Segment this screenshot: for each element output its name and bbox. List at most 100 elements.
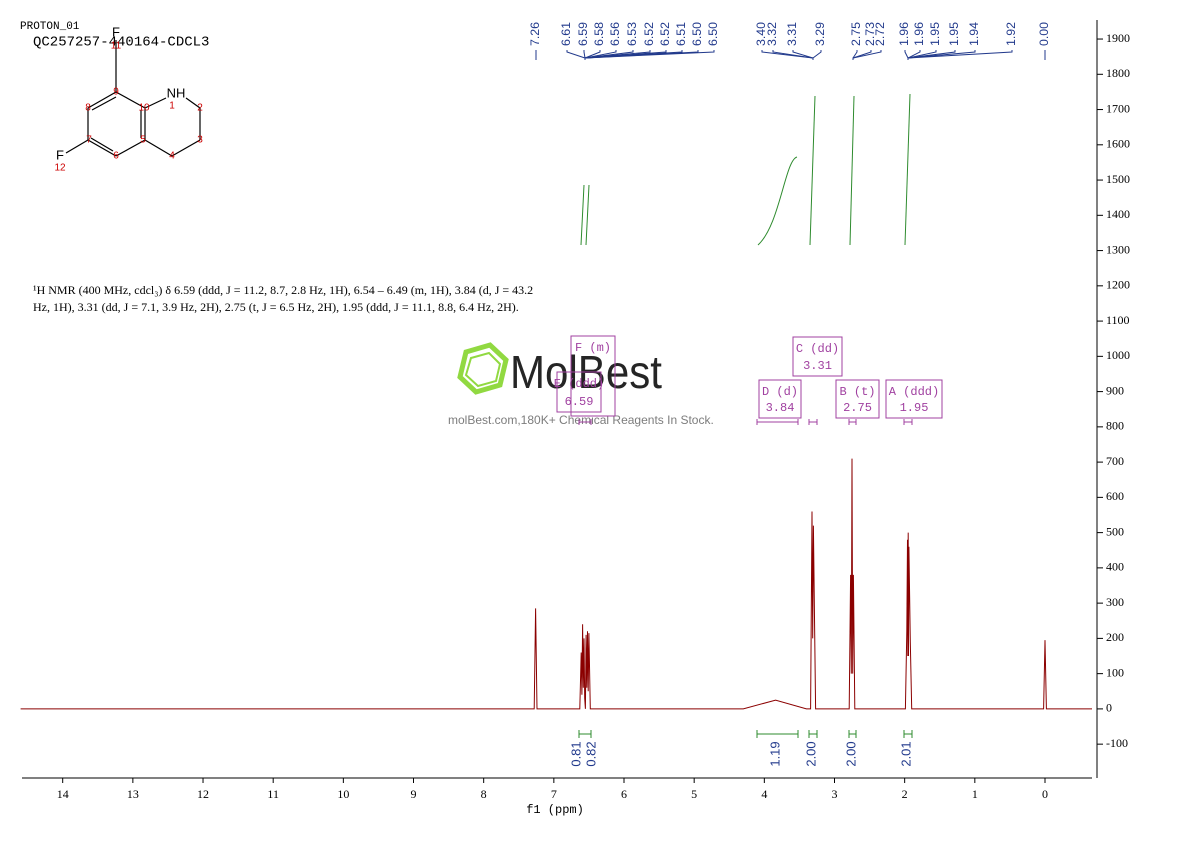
x-tick-label: 9: [411, 787, 417, 801]
y-tick-label: 600: [1106, 489, 1124, 503]
multiplet-box: [556, 371, 602, 413]
multiplet-box: [758, 379, 802, 419]
multiplet-shift: 3.84: [766, 401, 795, 415]
multiplet-box: [885, 379, 943, 419]
integral-range: [848, 730, 857, 738]
y-tick-label: 1400: [1106, 207, 1130, 221]
integral-curves: [580, 93, 911, 246]
peak-label: 1.95: [928, 22, 942, 46]
x-tick-label: 8: [481, 787, 487, 801]
peak-label: 1.96: [897, 22, 911, 46]
peak-leader: [566, 50, 586, 60]
y-tick-label: 1600: [1106, 137, 1130, 151]
x-tick-label: 1: [972, 787, 978, 801]
peak-label: 6.58: [592, 22, 606, 46]
multiplet-box: [835, 379, 880, 419]
peak-label: 6.53: [625, 22, 639, 46]
y-tick-label: 1900: [1106, 31, 1130, 45]
peak-label: 6.50: [690, 22, 704, 46]
watermark-tagline: molBest.com,180K+ Chemical Reagents In S…: [448, 413, 714, 427]
peak-label: 6.52: [642, 22, 656, 46]
y-tick-label: 1800: [1106, 66, 1130, 80]
atom-label: NH: [167, 85, 186, 100]
x-tick-label: 12: [197, 787, 209, 801]
peak-leader: [812, 50, 822, 60]
peak-label: 3.29: [813, 22, 827, 46]
x-tick-label: 4: [761, 787, 767, 801]
y-tick-label: 800: [1106, 419, 1124, 433]
sample: QC257257-440164-CDCL3: [33, 35, 209, 51]
y-tick-label: 0: [1106, 701, 1112, 715]
peak-leader: [907, 50, 921, 60]
description-line: Hz, 1H), 3.31 (dd, J = 7.1, 3.9 Hz, 2H),…: [33, 300, 519, 314]
multiplet-shift: 3.31: [803, 359, 832, 373]
peak-label: 6.50: [706, 22, 720, 46]
y-tick-label: 1200: [1106, 278, 1130, 292]
description: ¹H NMR (400 MHz, cdcl₃) δ 6.59 (ddd, J =…: [33, 283, 533, 314]
y-tick-label: 400: [1106, 560, 1124, 574]
y-tick-label: 1000: [1106, 348, 1130, 362]
atom-label: F: [56, 147, 64, 162]
peak-label: 1.95: [947, 22, 961, 46]
peak-label: 2.75: [849, 22, 863, 46]
peak-label: 1.94: [967, 22, 981, 46]
description-line: ¹H NMR (400 MHz, cdcl₃) δ 6.59 (ddd, J =…: [33, 283, 533, 297]
peak-leader: [584, 50, 715, 60]
y-tick-label: 100: [1106, 665, 1124, 679]
multiplet-range: [578, 419, 592, 425]
integral-label: 2.01: [898, 741, 913, 766]
experiment: PROTON_01: [20, 21, 80, 33]
integral-range: [808, 730, 818, 738]
atom-label: 12: [54, 163, 66, 174]
multiplet-box: [570, 335, 616, 417]
integral-label: 1.19: [767, 741, 782, 766]
atom-label: 9: [113, 87, 119, 98]
multiplet-shift: 2.75: [843, 401, 872, 415]
atom-label: 7: [86, 135, 92, 146]
y-tick-label: 500: [1106, 524, 1124, 538]
peak-leader: [761, 50, 814, 60]
peak-label: 0.00: [1037, 22, 1051, 46]
multiplet-name: E (ddd): [554, 377, 604, 391]
molecule-labels: F 11 9 NH1 8 10 2 7 5 3 F 6 4 12: [54, 24, 203, 173]
integral-range: [756, 730, 799, 738]
x-tick-label: 6: [621, 787, 627, 801]
integral-label: 2.00: [843, 741, 858, 766]
peak-label: 1.96: [912, 22, 926, 46]
x-tick-label: 7: [551, 787, 557, 801]
integral-range: [903, 730, 913, 738]
peak-leader: [584, 50, 601, 60]
multiplet-name: C (dd): [796, 342, 839, 356]
peak-label: 6.51: [674, 22, 688, 46]
x-tick-label: 0: [1042, 787, 1048, 801]
multiplet-name: B (t): [839, 385, 875, 399]
multiplet-range: [808, 419, 818, 425]
spectrum: [20, 458, 1092, 710]
x-tick-label: 13: [127, 787, 139, 801]
atom-label: 6: [113, 151, 119, 162]
integral-range: [578, 730, 592, 738]
y-tick-label: 1100: [1106, 313, 1130, 327]
atom-label: 4: [169, 151, 175, 162]
molecule: [65, 40, 201, 157]
peak-label: 3.32: [765, 22, 779, 46]
peak-leader: [852, 50, 882, 60]
multiplet-name: D (d): [762, 385, 798, 399]
multiplet-shift: 1.95: [900, 401, 929, 415]
atom-label: 8: [85, 103, 91, 114]
atom-label: 1: [169, 101, 175, 112]
x-tick-label: 3: [831, 787, 837, 801]
y-tick-label: 900: [1106, 383, 1124, 397]
atom-label: 2: [197, 103, 203, 114]
y-tick-label: -100: [1106, 736, 1128, 750]
y-tick-label: 1300: [1106, 242, 1130, 256]
atom-label: 3: [197, 135, 203, 146]
peak-label: 1.92: [1004, 22, 1018, 46]
x-tick-label: 2: [902, 787, 908, 801]
peak-leader: [852, 50, 858, 60]
y-tick-label: 700: [1106, 454, 1124, 468]
multiplet-range: [848, 419, 857, 425]
peak-label: 3.40: [754, 22, 768, 46]
